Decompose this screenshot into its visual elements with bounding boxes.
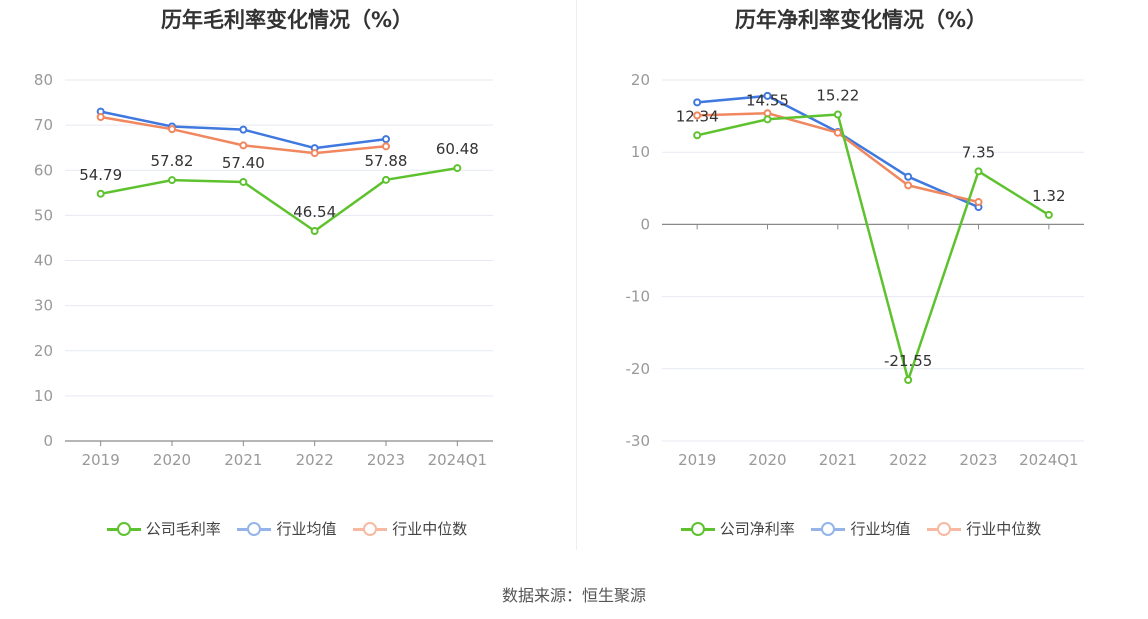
data-label: 15.22 <box>816 87 859 105</box>
data-point-avg <box>382 135 390 144</box>
y-tick-label: 0 <box>640 215 650 233</box>
chart-title: 历年净利率变化情况（%） <box>734 8 988 32</box>
legend-swatch-company <box>680 521 715 536</box>
y-tick-label: 30 <box>34 297 53 315</box>
series-line-company <box>100 166 458 233</box>
legend-label: 行业均值 <box>850 520 911 538</box>
data-label: -21.55 <box>884 352 932 370</box>
x-tick-label: 2024Q1 <box>428 451 488 469</box>
data-point-median <box>833 128 842 137</box>
legend-item-industry-median[interactable]: 行业中位数 <box>927 518 1041 539</box>
legend-item-company[interactable]: 公司毛利率 <box>106 518 221 539</box>
data-label: 60.48 <box>436 140 479 158</box>
data-point-median <box>310 149 319 158</box>
data-label: 46.54 <box>293 203 336 221</box>
x-tick-label: 2022 <box>889 451 927 469</box>
data-point-avg <box>239 125 248 134</box>
gross-margin-chart-panel: 历年毛利率变化情况（%） 0 10 20 30 40 50 60 70 80 2019 2020 20… <box>0 0 574 560</box>
data-label: 7.35 <box>962 143 995 161</box>
data-point-company <box>763 115 772 124</box>
data-label: 12.34 <box>676 107 719 125</box>
legend-swatch-median <box>353 521 388 536</box>
data-point-median <box>904 181 913 190</box>
y-tick-label: 60 <box>34 161 53 179</box>
x-tick-label: 2022 <box>296 451 334 469</box>
gross-margin-chart: 0 10 20 30 40 50 60 70 80 2019 2020 2021 2022 2023 202… <box>34 71 493 469</box>
x-tick-label: 2019 <box>82 451 120 469</box>
data-point-avg <box>763 91 772 100</box>
data-point-median <box>168 125 176 134</box>
legend-swatch-average <box>237 521 272 536</box>
legend-item-industry-average[interactable]: 行业均值 <box>237 518 337 539</box>
data-point-median <box>693 111 702 120</box>
series-line-company <box>696 113 1050 382</box>
data-label: 57.88 <box>365 152 408 170</box>
data-point-median <box>382 142 390 151</box>
x-tick-label: 2023 <box>367 451 405 469</box>
data-point-company <box>693 131 702 140</box>
data-point-company <box>833 110 842 119</box>
y-tick-label: 10 <box>34 387 53 405</box>
data-label: 57.40 <box>222 154 265 172</box>
y-tick-label: 10 <box>631 143 650 161</box>
x-tick-label: 2024Q1 <box>1019 451 1079 469</box>
legend-label: 行业中位数 <box>392 520 468 538</box>
x-tick-label: 2021 <box>224 451 262 469</box>
legend-item-company[interactable]: 公司净利率 <box>680 518 795 539</box>
data-label: 14.55 <box>746 91 789 109</box>
y-tick-label: 20 <box>631 71 650 89</box>
legend-label: 公司毛利率 <box>145 520 221 538</box>
chart-title: 历年毛利率变化情况（%） <box>160 8 414 32</box>
y-tick-label: 50 <box>34 206 53 224</box>
legend-label: 公司净利率 <box>719 520 795 538</box>
data-point-median <box>763 109 772 118</box>
legend-swatch-company <box>106 521 141 536</box>
y-tick-label: 0 <box>43 432 53 450</box>
data-point-company <box>168 176 176 185</box>
legend-item-industry-average[interactable]: 行业均值 <box>811 518 911 539</box>
data-point-company <box>382 175 390 184</box>
chart-legend: 公司毛利率 行业均值 行业中位数 <box>0 518 574 539</box>
data-point-avg <box>904 172 913 181</box>
x-tick-label: 2020 <box>748 451 786 469</box>
y-tick-label: 70 <box>34 116 53 134</box>
data-source-note: 数据来源：恒生聚源 <box>501 586 646 605</box>
legend-label: 行业均值 <box>276 520 337 538</box>
data-label: 1.32 <box>1032 187 1065 205</box>
legend-swatch-average <box>811 521 846 536</box>
data-point-company <box>310 226 319 235</box>
data-point-avg <box>693 98 702 107</box>
data-point-median <box>96 113 105 122</box>
y-tick-label: 20 <box>34 342 53 360</box>
x-tick-label: 2019 <box>678 451 716 469</box>
y-tick-label: -10 <box>626 288 651 306</box>
legend-item-industry-median[interactable]: 行业中位数 <box>353 518 467 539</box>
y-tick-label: 40 <box>34 252 53 270</box>
data-label: 54.79 <box>79 166 122 184</box>
data-point-company <box>904 375 913 384</box>
net-margin-chart: -30 -20 -10 0 10 20 2019 2020 2021 2022 2023 2024Q1… <box>626 71 1084 469</box>
panel-divider <box>576 0 577 550</box>
data-point-company <box>453 164 462 173</box>
data-point-company <box>974 167 983 176</box>
data-label: 57.82 <box>151 152 194 170</box>
y-tick-label: 80 <box>34 71 53 89</box>
data-point-median <box>974 198 983 207</box>
data-point-company <box>239 177 248 186</box>
legend-swatch-median <box>927 521 962 536</box>
chart-legend: 公司净利率 行业均值 行业中位数 <box>574 518 1148 539</box>
x-tick-label: 2020 <box>153 451 191 469</box>
y-tick-label: -30 <box>626 432 651 450</box>
data-point-company <box>1044 210 1053 219</box>
data-point-company <box>96 189 105 198</box>
net-margin-chart-panel: 历年净利率变化情况（%） -30 -20 -10 0 10 20 2019 2020 2021 2… <box>574 0 1148 560</box>
legend-label: 行业中位数 <box>966 520 1042 538</box>
data-point-median <box>239 141 248 150</box>
y-tick-label: -20 <box>626 360 651 378</box>
x-tick-label: 2021 <box>819 451 857 469</box>
x-tick-label: 2023 <box>959 451 997 469</box>
